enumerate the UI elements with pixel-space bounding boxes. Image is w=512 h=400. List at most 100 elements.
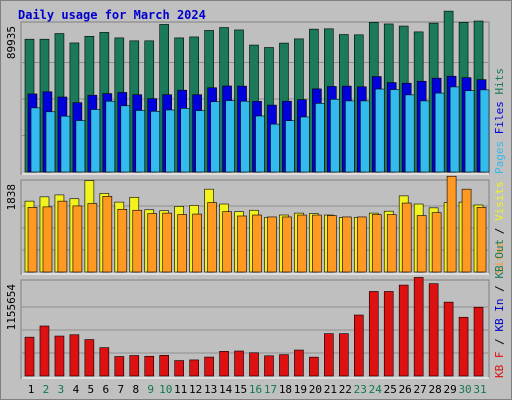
bar-sites-day-29 — [446, 175, 457, 273]
bar-sites-day-30 — [461, 188, 472, 273]
legend-item: KB In — [493, 299, 506, 339]
bar-pages-day-6 — [105, 100, 116, 173]
bar-kb-f-day-6 — [99, 347, 110, 377]
bar-kb-f-day-30 — [458, 316, 469, 377]
bar-sites-day-20 — [312, 214, 322, 273]
x-tick-day-10: 10 — [159, 383, 172, 396]
bar-sites-day-4 — [72, 205, 83, 273]
bar-sites-day-26 — [401, 202, 412, 273]
legend-item: Files — [493, 101, 506, 141]
bar-pages-day-8 — [135, 110, 146, 173]
bar-sites-day-19 — [297, 214, 307, 273]
bar-kb-f-day-5 — [84, 339, 95, 377]
x-tick-day-7: 7 — [117, 383, 124, 396]
bar-pages-day-17 — [270, 123, 280, 173]
bar-pages-day-12 — [195, 110, 205, 173]
x-tick-day-21: 21 — [324, 383, 337, 396]
bar-sites-day-2 — [42, 206, 53, 273]
x-tick-day-16: 16 — [249, 383, 262, 396]
x-tick-day-13: 13 — [204, 383, 217, 396]
legend-item: / — [493, 285, 506, 298]
y-tick-label: 1838 — [5, 184, 18, 211]
bar-kb-f-day-23 — [353, 314, 364, 377]
x-tick-day-31: 31 — [473, 383, 486, 396]
bar-pages-day-18 — [285, 120, 295, 173]
x-tick-day-4: 4 — [73, 383, 80, 396]
bar-kb-f-day-12 — [189, 359, 199, 377]
bar-pages-day-2 — [45, 111, 56, 173]
bar-sites-day-21 — [327, 215, 337, 273]
legend-item: KB Out — [493, 239, 506, 285]
bar-pages-day-29 — [449, 86, 460, 173]
bar-pages-day-3 — [60, 115, 71, 173]
bar-pages-day-28 — [434, 92, 445, 173]
x-tick-day-1: 1 — [28, 383, 35, 396]
bar-sites-day-11 — [177, 214, 187, 273]
chart-title: Daily usage for March 2024 — [18, 8, 206, 22]
bar-pages-day-19 — [300, 116, 310, 173]
bar-sites-day-27 — [416, 215, 427, 273]
bar-sites-day-13 — [207, 202, 217, 273]
x-tick-day-20: 20 — [309, 383, 322, 396]
bar-kb-f-day-3 — [54, 335, 65, 377]
bar-kb-f-day-17 — [264, 355, 274, 377]
bar-sites-day-14 — [222, 211, 232, 273]
bar-sites-day-12 — [192, 213, 202, 273]
x-tick-day-19: 19 — [294, 383, 307, 396]
bar-pages-day-25 — [389, 89, 400, 173]
bar-kb-f-day-16 — [249, 352, 259, 377]
y-tick-label: 89935 — [5, 26, 18, 59]
bar-pages-day-23 — [359, 100, 370, 173]
bar-pages-day-5 — [90, 109, 101, 173]
x-tick-day-14: 14 — [219, 383, 233, 396]
legend-item: Sites — [493, 241, 506, 274]
x-tick-day-22: 22 — [339, 383, 352, 396]
bar-sites-day-16 — [252, 214, 262, 273]
bar-pages-day-16 — [255, 115, 265, 173]
legend-item: Visits — [493, 181, 506, 227]
bar-sites-day-7 — [117, 208, 128, 273]
bar-pages-day-4 — [75, 120, 86, 173]
legend-item: Hits — [493, 68, 506, 101]
legend-item: / — [493, 228, 506, 241]
bar-kb-f-day-10 — [159, 355, 170, 377]
bar-sites-day-28 — [431, 212, 442, 273]
bar-sites-day-23 — [356, 216, 367, 273]
legend-kbytes: KB F / KB In / KB Out — [493, 239, 506, 378]
bar-sites-day-3 — [57, 200, 68, 273]
bar-kb-f-day-27 — [413, 277, 424, 377]
bar-kb-f-day-31 — [473, 306, 484, 377]
bar-sites-day-5 — [87, 203, 98, 273]
x-tick-day-11: 11 — [174, 383, 187, 396]
bar-pages-day-20 — [315, 103, 325, 173]
x-tick-day-24: 24 — [369, 383, 383, 396]
x-tick-day-30: 30 — [458, 383, 471, 396]
bar-pages-day-9 — [150, 110, 161, 173]
x-tick-day-5: 5 — [88, 383, 95, 396]
bar-sites-day-9 — [147, 213, 158, 273]
x-tick-day-2: 2 — [43, 383, 50, 396]
bar-pages-day-24 — [374, 88, 385, 173]
bar-kb-f-day-22 — [339, 333, 349, 377]
bar-kb-f-day-28 — [428, 283, 439, 377]
bar-kb-f-day-25 — [383, 291, 394, 377]
x-tick-day-15: 15 — [234, 383, 247, 396]
bar-pages-day-26 — [404, 94, 415, 173]
x-tick-day-12: 12 — [189, 383, 202, 396]
x-tick-day-23: 23 — [354, 383, 367, 396]
bar-kb-f-day-15 — [234, 350, 244, 377]
bar-kb-f-day-4 — [69, 334, 80, 377]
bar-kb-f-day-2 — [39, 325, 50, 377]
legend-item: Pages — [493, 141, 506, 174]
legend-requests: Pages Files Hits — [493, 68, 506, 174]
legend-item: KB F — [493, 352, 506, 379]
bar-pages-day-10 — [165, 109, 176, 173]
bar-kb-f-day-9 — [144, 355, 155, 377]
bar-kb-f-day-7 — [114, 356, 125, 377]
bar-pages-day-11 — [180, 108, 190, 173]
bar-kb-f-day-24 — [368, 291, 379, 377]
y-tick-label: 1155654 — [5, 284, 18, 331]
x-tick-day-6: 6 — [103, 383, 110, 396]
bar-pages-day-22 — [345, 100, 355, 173]
x-tick-day-26: 26 — [399, 383, 412, 396]
